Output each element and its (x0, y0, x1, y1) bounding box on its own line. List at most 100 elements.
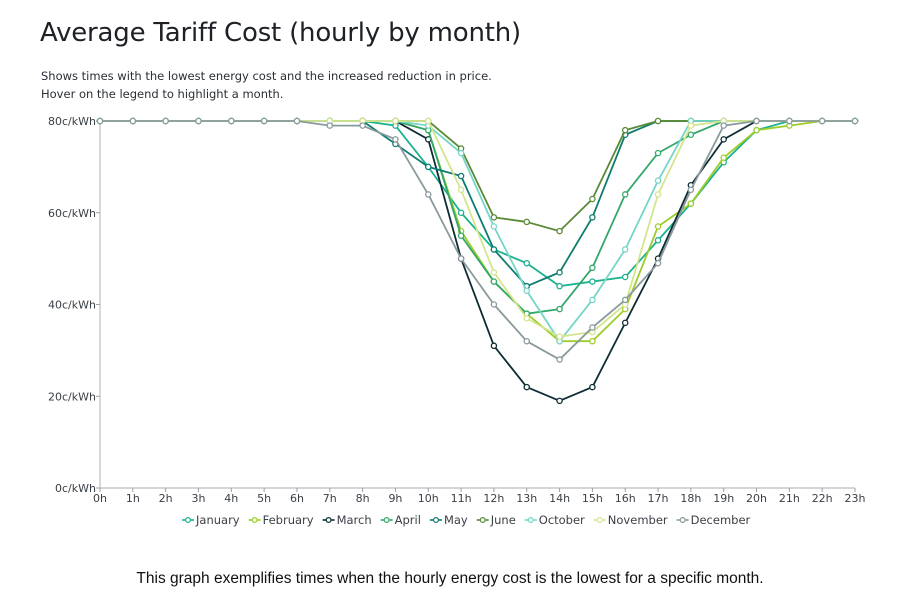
x-tick-label: 23h (845, 492, 866, 505)
data-point-april (621, 191, 629, 198)
data-point-february (687, 200, 695, 207)
data-point-december (359, 122, 366, 129)
legend-swatch-marker (251, 516, 258, 523)
data-point-march (490, 342, 498, 350)
data-point-june (556, 227, 563, 235)
data-point-april (589, 264, 596, 272)
legend-swatch-marker (383, 516, 390, 523)
y-tick-label: 0c/kWh (55, 482, 96, 495)
legend-label: November (608, 513, 668, 527)
data-point-november (392, 117, 399, 125)
data-point-may (589, 214, 596, 221)
data-point-may (457, 172, 465, 180)
x-tick-label: 7h (323, 492, 337, 505)
x-tick-label: 2h (159, 492, 173, 505)
legend-label: January (195, 513, 240, 527)
data-point-december (195, 117, 202, 125)
legend-item-april[interactable]: April (380, 513, 421, 527)
legend-item-december[interactable]: December (676, 513, 751, 527)
data-point-june (654, 117, 662, 125)
data-point-april (654, 149, 662, 157)
data-point-december (851, 117, 859, 125)
data-point-may (425, 163, 432, 171)
data-point-june (490, 214, 498, 221)
data-point-december (687, 186, 695, 194)
chart-subtitle: Shows times with the lowest energy cost … (41, 67, 492, 103)
chart-axes: 0c/kWh 20c/kWh 40c/kWh 60c/kWh 80c/kWh 0h 1h 2h… (48, 115, 865, 505)
data-point-december (753, 117, 760, 125)
legend-swatch-marker (432, 516, 439, 523)
data-point-april (556, 305, 563, 313)
data-point-january (556, 282, 563, 290)
x-tick-label: 21h (779, 492, 800, 505)
x-tick-label: 0h (93, 492, 107, 505)
series-line-march (100, 120, 855, 402)
x-tick-label: 4h (224, 492, 238, 505)
x-tick-label: 11h (451, 492, 472, 505)
legend-item-may[interactable]: May (429, 513, 468, 527)
data-point-march (523, 383, 530, 391)
x-tick-label: 6h (290, 492, 304, 505)
y-tick-label: 40c/kWh (48, 299, 96, 312)
data-point-december (293, 117, 301, 125)
data-point-april (490, 278, 498, 285)
data-point-march (621, 319, 629, 327)
x-tick-label: 16h (615, 492, 636, 505)
legend-item-january[interactable]: January (182, 513, 240, 527)
legend-label: March (337, 513, 372, 527)
y-tick-label: 60c/kWh (48, 207, 96, 220)
x-tick-label: 22h (812, 492, 833, 505)
data-point-december (523, 337, 530, 345)
x-tick-label: 10h (418, 492, 439, 505)
series-line-december (100, 120, 855, 361)
data-point-may (490, 246, 498, 253)
series-april (96, 117, 859, 317)
legend-swatch-marker (527, 516, 534, 523)
legend-swatch-marker (679, 516, 686, 523)
chart-legend[interactable]: January February March April May June October N… (182, 513, 751, 527)
data-point-november (425, 117, 432, 125)
series-november (96, 117, 859, 340)
data-point-january (457, 209, 465, 216)
data-point-december (720, 122, 727, 129)
legend-item-june[interactable]: June (476, 513, 516, 527)
x-tick-label: 19h (713, 492, 734, 505)
x-tick-label: 5h (257, 492, 271, 505)
figure-caption: This graph exemplifies times when the ho… (136, 570, 764, 587)
x-tick-label: 14h (549, 492, 570, 505)
legend-swatch-marker (596, 516, 603, 523)
data-point-december (392, 136, 399, 143)
series-december (96, 117, 859, 363)
x-tick-label: 17h (648, 492, 669, 505)
series-january (96, 117, 859, 290)
data-point-october (490, 223, 498, 230)
legend-item-november[interactable]: November (593, 513, 668, 527)
data-point-january (654, 237, 662, 244)
legend-label: February (263, 513, 314, 527)
subtitle-line-2: Hover on the legend to highlight a month… (41, 87, 284, 101)
data-point-january (589, 278, 596, 285)
x-tick-label: 1h (126, 492, 140, 505)
legend-item-march[interactable]: March (322, 513, 372, 527)
y-tick-label: 20c/kWh (48, 390, 96, 403)
x-tick-label: 13h (516, 492, 537, 505)
data-point-february (720, 154, 727, 161)
data-point-march (589, 383, 596, 391)
legend-label: October (539, 513, 585, 527)
legend-item-october[interactable]: October (524, 513, 585, 527)
y-tick-label: 80c/kWh (48, 115, 96, 128)
data-point-january (621, 273, 629, 281)
legend-label: June (490, 513, 516, 527)
data-point-december (162, 117, 169, 125)
data-point-june (621, 126, 629, 134)
data-point-november (654, 191, 662, 198)
legend-item-february[interactable]: February (248, 513, 314, 527)
data-point-november (490, 269, 498, 276)
data-point-march (720, 136, 727, 143)
series-line-january (100, 120, 855, 288)
data-point-december (129, 117, 137, 125)
data-point-december (425, 191, 432, 198)
data-point-october (589, 296, 596, 304)
series-march (96, 117, 859, 405)
data-point-february (654, 223, 662, 230)
